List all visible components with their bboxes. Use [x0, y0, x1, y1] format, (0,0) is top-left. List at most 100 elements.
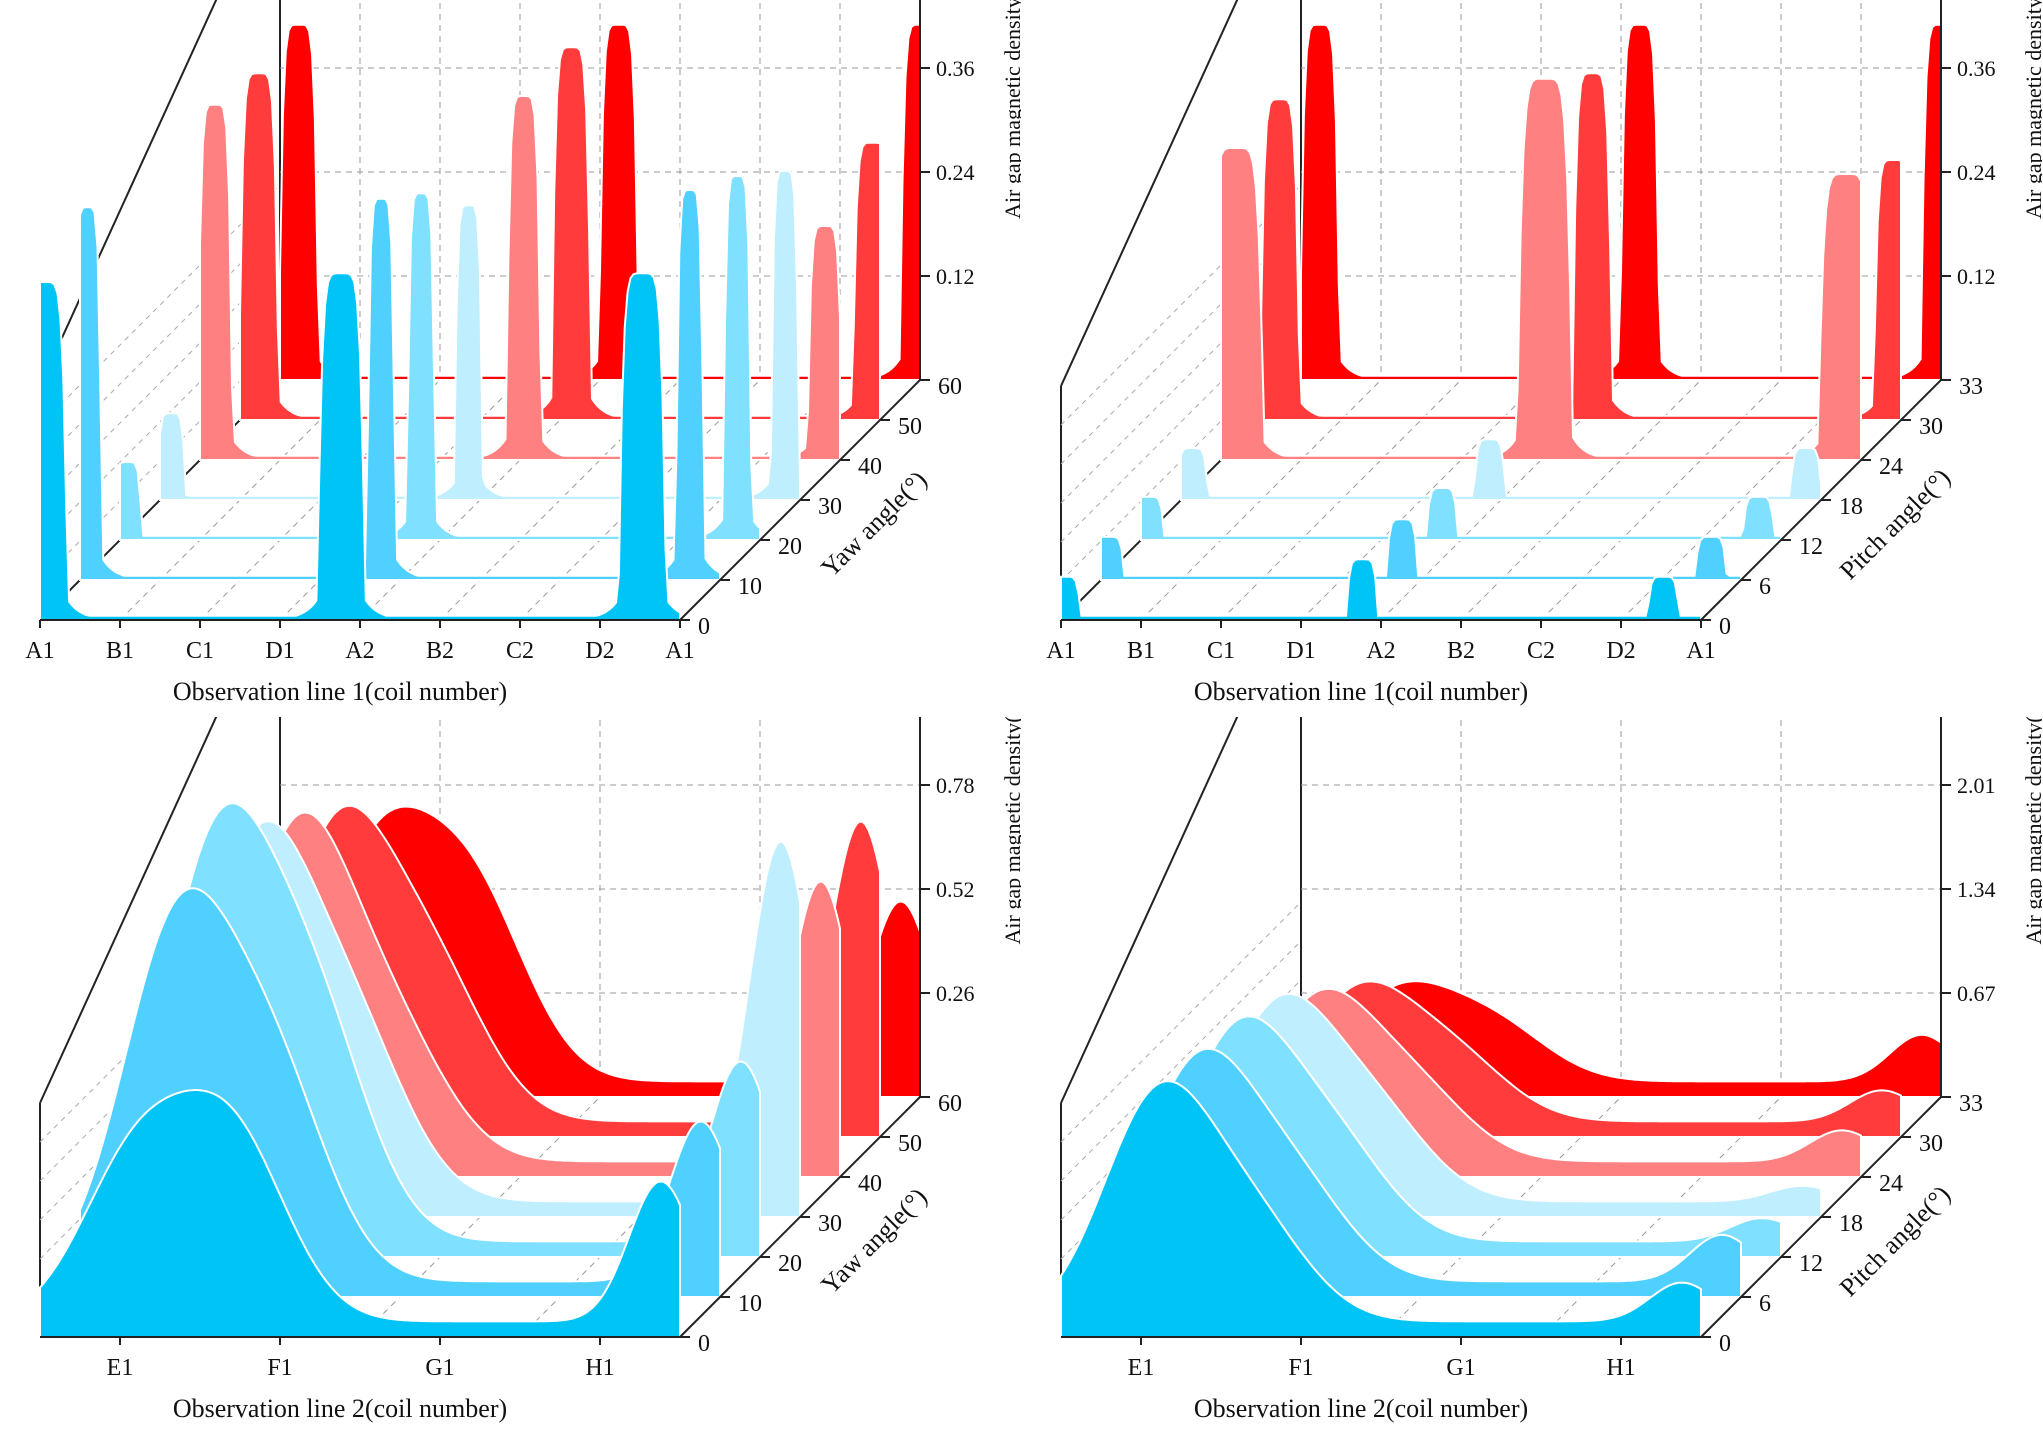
x-tick-label: E1: [107, 1355, 134, 1381]
z-tick-label: 0.52: [936, 877, 975, 902]
series-18: [1180, 438, 1822, 501]
panel-b: A1 B1 C1 D1 A2 B2 C2 D2 A1 Observation line 1(coi…: [1021, 0, 2042, 717]
z-axis-label: Air gap magnetic density(T): [1000, 0, 1021, 219]
chart-svg: E1 F1 G1 H1 Observation line 2(coil number) 0…: [1060, 717, 2042, 1423]
chart-svg: A1 B1 C1 D1 A2 B2 C2 D2 A1 Observation line 1(coi…: [25, 0, 1021, 706]
depth-axis-label: Pitch angle(°): [1834, 1180, 1956, 1302]
x-tick-label: C2: [1527, 638, 1555, 664]
z-tick-label: 0.24: [936, 160, 975, 185]
series-33: [1060, 558, 1702, 621]
z-tick-label: 0.67: [1957, 981, 1996, 1006]
x-tick-label: A1: [665, 638, 694, 664]
x-axis-label: Observation line 2(coil number): [1194, 1394, 1528, 1423]
x-tick-label: A1: [1046, 638, 1075, 664]
x-axis-label: Observation line 2(coil number): [173, 1394, 507, 1423]
x-tick-label: C2: [506, 638, 534, 664]
left-wall-grid: [1060, 223, 1302, 465]
left-wall-grid: [1060, 901, 1302, 1143]
z-tick-label: 0.78: [936, 773, 975, 798]
chart-svg: A1 B1 C1 D1 A2 B2 C2 D2 A1 Observation line 1(coi…: [1046, 0, 2042, 706]
depth-tick-label: 6: [1759, 574, 1771, 600]
series-12: [1220, 77, 1862, 461]
x-tick-label: C1: [1207, 638, 1235, 664]
depth-tick-label: 0: [698, 1331, 710, 1357]
depth-axis-label: Pitch angle(°): [1834, 463, 1956, 585]
x-tick-label: D1: [265, 638, 294, 664]
left-wall-grid: [1060, 940, 1302, 1182]
left-wall-top: [39, 717, 218, 1104]
depth-tick-label: 33: [1959, 1091, 1983, 1117]
panel-c: E1 F1 G1 H1 Observation line 2(coil number) 0…: [0, 717, 1021, 1434]
depth-tick-label: 50: [898, 1131, 922, 1157]
x-tick-label: D1: [1286, 638, 1315, 664]
x-tick-label: A1: [25, 638, 54, 664]
x-tick-label: B2: [1447, 638, 1475, 664]
z-tick-label: 0.24: [1957, 160, 1996, 185]
series-6: [1260, 72, 1902, 421]
z-tick-label: 2.01: [1957, 773, 1996, 798]
depth-tick-label: 30: [818, 1211, 842, 1237]
depth-tick-label: 60: [938, 374, 962, 400]
z-axis-label: Air gap magnetic density(mT): [1000, 717, 1021, 944]
z-tick-label: 0.36: [1957, 56, 1996, 81]
x-tick-label: B2: [426, 638, 454, 664]
panel-d: E1 F1 G1 H1 Observation line 2(coil number) 0…: [1021, 717, 2042, 1434]
x-tick-label: G1: [425, 1355, 454, 1381]
series-30: [1100, 518, 1742, 581]
z-tick-label: 0.12: [936, 264, 975, 289]
z-tick-label: 0.36: [936, 56, 975, 81]
series-60: [39, 272, 681, 621]
depth-tick-label: 18: [1839, 1211, 1863, 1237]
z-axis-label: Air gap magnetic density(T): [2021, 0, 2042, 219]
x-tick-label: D2: [585, 638, 614, 664]
x-tick-label: H1: [585, 1355, 614, 1381]
depth-tick-label: 10: [738, 574, 762, 600]
depth-tick-label: 30: [1919, 1131, 1943, 1157]
series-group: [39, 802, 921, 1338]
x-tick-label: H1: [1606, 1355, 1635, 1381]
z-tick-label: 0.26: [936, 981, 975, 1006]
x-tick-label: G1: [1446, 1355, 1475, 1381]
x-tick-label: B1: [1127, 638, 1155, 664]
series-60: [39, 1089, 681, 1338]
depth-tick-label: 6: [1759, 1291, 1771, 1317]
x-tick-label: F1: [267, 1355, 292, 1381]
series-group: [39, 23, 921, 621]
depth-tick-label: 0: [1719, 614, 1731, 640]
series-group: [1060, 23, 1942, 621]
z-axis-label: Air gap magnetic density(mT): [2021, 717, 2042, 944]
x-tick-label: A1: [1686, 638, 1715, 664]
depth-tick-label: 24: [1879, 454, 1903, 480]
depth-tick-label: 12: [1799, 1251, 1823, 1277]
x-tick-label: A2: [345, 638, 374, 664]
left-wall-top: [1060, 717, 1239, 1104]
depth-tick-label: 0: [698, 614, 710, 640]
series-50: [79, 189, 721, 581]
x-tick-label: D2: [1606, 638, 1635, 664]
front-frame: [1061, 0, 1942, 621]
depth-tick-label: 20: [778, 534, 802, 560]
depth-tick-label: 20: [778, 1251, 802, 1277]
depth-tick-label: 18: [1839, 494, 1863, 520]
series-group: [1060, 980, 1942, 1338]
depth-tick-label: 10: [738, 1291, 762, 1317]
x-axis-label: Observation line 1(coil number): [1194, 677, 1528, 706]
depth-tick-label: 12: [1799, 534, 1823, 560]
depth-tick-label: 40: [858, 1171, 882, 1197]
depth-tick-label: 50: [898, 414, 922, 440]
depth-tick-label: 33: [1959, 374, 1983, 400]
panel-a: A1 B1 C1 D1 A2 B2 C2 D2 A1 Observation line 1(coi…: [0, 0, 1021, 717]
depth-axis-label: Yaw angle(°): [815, 1182, 932, 1299]
depth-tick-label: 24: [1879, 1171, 1903, 1197]
depth-tick-label: 0: [1719, 1331, 1731, 1357]
depth-tick-label: 30: [1919, 414, 1943, 440]
left-wall-grid: [39, 184, 281, 426]
series-33: [1060, 1080, 1702, 1338]
depth-tick-label: 30: [818, 494, 842, 520]
x-tick-label: B1: [106, 638, 134, 664]
x-tick-label: E1: [1128, 1355, 1155, 1381]
x-tick-label: A2: [1366, 638, 1395, 664]
z-tick-label: 1.34: [1957, 877, 1996, 902]
x-tick-label: C1: [186, 638, 214, 664]
